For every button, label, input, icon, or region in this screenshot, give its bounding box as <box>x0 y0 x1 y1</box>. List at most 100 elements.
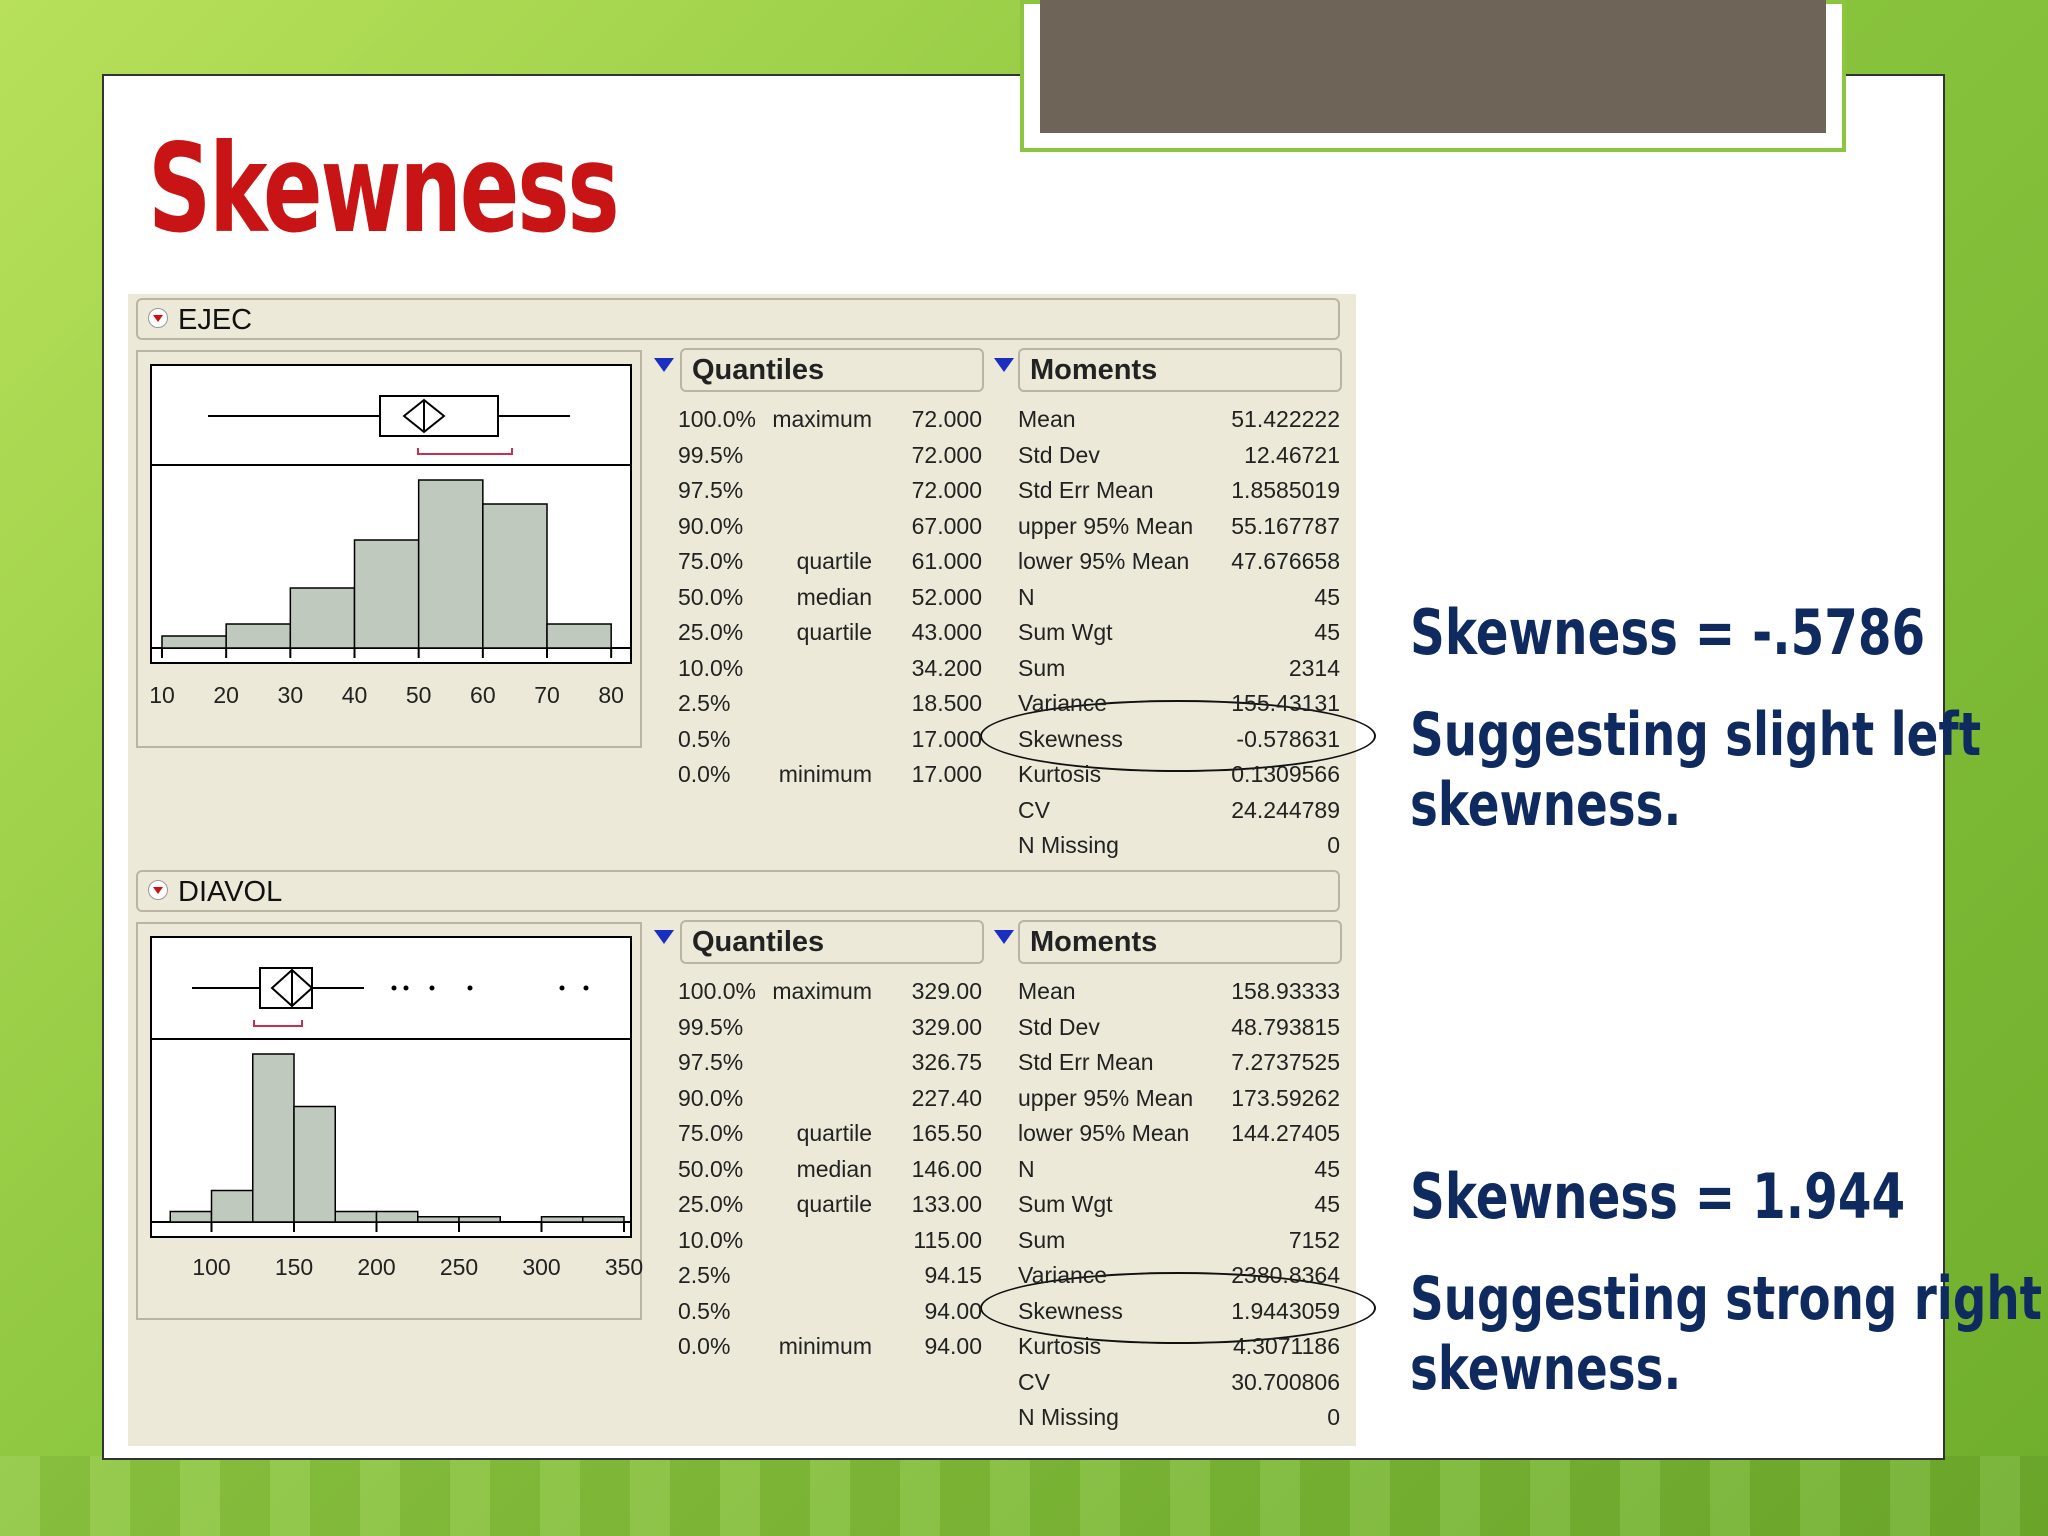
histogram-bar <box>458 1216 501 1223</box>
slide-title: Skewness <box>148 118 620 260</box>
moment-name: upper 95% Mean <box>1018 512 1194 539</box>
quantile-label: maximum <box>772 406 872 432</box>
quantile-pct: 0.5% <box>678 1297 731 1324</box>
moment-value: 47.676658 <box>1231 548 1340 574</box>
moment-value: 24.244789 <box>1231 796 1340 823</box>
decorative-block <box>1040 0 1826 133</box>
moment-value: 51.422222 <box>1231 406 1340 432</box>
axis-tick-label: 300 <box>522 1254 561 1280</box>
quantile-value: 72.000 <box>911 441 982 468</box>
background-stripes <box>0 1456 2048 1536</box>
histogram-bar <box>210 1189 254 1223</box>
moment-name: Skewness <box>1018 1297 1123 1324</box>
histogram-bar <box>293 1105 336 1223</box>
quantile-pct: 50.0% <box>678 583 744 610</box>
ejec-header[interactable]: EJEC <box>136 298 1340 340</box>
quantile-value: 72.000 <box>911 406 982 432</box>
quantile-label: maximum <box>772 978 872 1004</box>
quantile-pct: 10.0% <box>678 654 744 681</box>
moments-disclosure-icon[interactable] <box>994 358 1014 372</box>
moment-value: 45 <box>1314 1191 1340 1217</box>
moment-name: Variance <box>1018 690 1108 716</box>
note-skewness-value-2: Skewness = 1.944 <box>1410 1160 1906 1233</box>
histogram-bar <box>289 587 356 649</box>
moment-name: Mean <box>1018 978 1076 1004</box>
quantile-value: 18.500 <box>911 690 982 716</box>
diavol-quantiles-header[interactable]: Quantiles <box>680 920 984 964</box>
moment-value: 0 <box>1327 1404 1340 1430</box>
quantile-pct: 10.0% <box>678 1226 744 1253</box>
quantile-label: quartile <box>796 1120 872 1146</box>
diavol-header[interactable]: DIAVOL <box>136 870 1340 912</box>
histogram-svg <box>152 1053 630 1232</box>
disclosure-icon[interactable] <box>148 880 168 900</box>
histogram-bar <box>417 479 484 649</box>
moment-value: 144.27405 <box>1231 1120 1340 1146</box>
quantile-pct: 100.0% <box>678 406 757 432</box>
moment-name: Sum <box>1018 1226 1066 1253</box>
quantile-pct: 0.0% <box>678 1333 731 1359</box>
histogram-bar <box>225 623 292 649</box>
quantile-pct: 75.0% <box>678 548 744 574</box>
moment-value: 55.167787 <box>1231 512 1340 539</box>
moment-name: N Missing <box>1018 1404 1119 1430</box>
axis-tick-label: 50 <box>405 682 432 708</box>
quantile-value: 67.000 <box>911 512 982 539</box>
moment-name: Skewness <box>1018 725 1123 752</box>
diavol-moments-header[interactable]: Moments <box>1018 920 1342 964</box>
axis-tick-label: 40 <box>341 682 368 708</box>
quantile-pct: 90.0% <box>678 1084 744 1111</box>
diavol-boxplot <box>150 936 632 1040</box>
diavol-histogram <box>150 1038 632 1238</box>
histogram-bar <box>375 1210 419 1223</box>
quantile-value: 17.000 <box>911 761 982 787</box>
quantile-value: 329.00 <box>911 1013 982 1040</box>
moment-name: Sum Wgt <box>1018 619 1113 645</box>
moment-value: 45 <box>1314 583 1340 610</box>
histogram-bar <box>546 623 612 649</box>
moment-name: Variance <box>1018 1262 1108 1288</box>
moment-value: 1.9443059 <box>1231 1297 1340 1324</box>
diavol-label: DIAVOL <box>178 876 283 908</box>
axis-tick-label: 30 <box>277 682 304 708</box>
boxplot-svg <box>192 967 589 1027</box>
note-skewness-value-1: Skewness = -.5786 <box>1410 596 1926 669</box>
quantile-pct: 2.5% <box>678 690 731 716</box>
moments-disclosure-icon[interactable] <box>994 930 1014 944</box>
boxplot-svg <box>208 395 570 455</box>
axis-tick-label: 70 <box>534 682 560 708</box>
quantiles-disclosure-icon[interactable] <box>654 930 674 944</box>
moment-name: Kurtosis <box>1018 1333 1102 1359</box>
note-text-1a: Suggesting slight left <box>1410 700 1982 770</box>
quantile-value: 72.000 <box>911 477 982 503</box>
histogram-svg <box>152 479 630 658</box>
moment-name: upper 95% Mean <box>1018 1084 1194 1111</box>
moment-name: CV <box>1018 1368 1050 1395</box>
moment-value: 158.93333 <box>1231 978 1340 1004</box>
histogram-bar <box>252 1053 295 1223</box>
quantiles-disclosure-icon[interactable] <box>654 358 674 372</box>
quantile-value: 326.75 <box>911 1049 982 1075</box>
moment-value: -0.578631 <box>1236 725 1340 752</box>
ejec-quantiles-header[interactable]: Quantiles <box>680 348 984 392</box>
ejec-moments-header[interactable]: Moments <box>1018 348 1342 392</box>
axis-tick-label: 80 <box>598 682 624 708</box>
note-text-2a: Suggesting strong right <box>1410 1264 2043 1334</box>
moment-value: 7.2737525 <box>1231 1049 1340 1075</box>
histogram-bar <box>353 539 420 649</box>
skewness-highlight-ellipse <box>980 700 1376 772</box>
quantile-value: 94.00 <box>924 1297 982 1324</box>
quantile-value: 94.15 <box>924 1262 982 1288</box>
quantile-value: 329.00 <box>911 978 982 1004</box>
disclosure-icon[interactable] <box>148 308 168 328</box>
histogram-bar <box>582 1216 625 1223</box>
quantile-label: median <box>796 583 872 610</box>
moment-value: 0 <box>1327 832 1340 858</box>
quantile-value: 43.000 <box>911 619 982 645</box>
quantile-label: quartile <box>796 619 872 645</box>
quantile-pct: 75.0% <box>678 1120 744 1146</box>
quantile-value: 94.00 <box>924 1333 982 1359</box>
quantile-pct: 0.0% <box>678 761 731 787</box>
moment-value: 4.3071186 <box>1232 1333 1340 1359</box>
axis-tick-label: 20 <box>213 682 239 708</box>
